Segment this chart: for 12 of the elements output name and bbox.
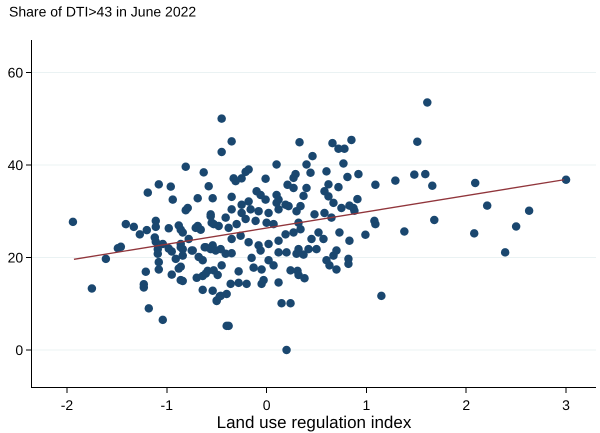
- x-tick-label: -1: [160, 396, 174, 413]
- y-tick-label: 60: [8, 64, 24, 80]
- x-tick-label: 0: [262, 396, 271, 413]
- y-tick-label: 0: [15, 342, 24, 358]
- y-tick-label: 40: [8, 156, 24, 173]
- x-tick-label: 1: [362, 396, 371, 413]
- x-tick-label: 2: [462, 396, 470, 413]
- x-tick-label: -2: [60, 396, 74, 413]
- x-axis-title: Land use regulation index: [216, 413, 412, 432]
- chart-title: Share of DTI>43 in June 2022: [9, 3, 196, 20]
- x-tick-label: 3: [562, 396, 570, 413]
- y-tick-label: 20: [8, 249, 24, 266]
